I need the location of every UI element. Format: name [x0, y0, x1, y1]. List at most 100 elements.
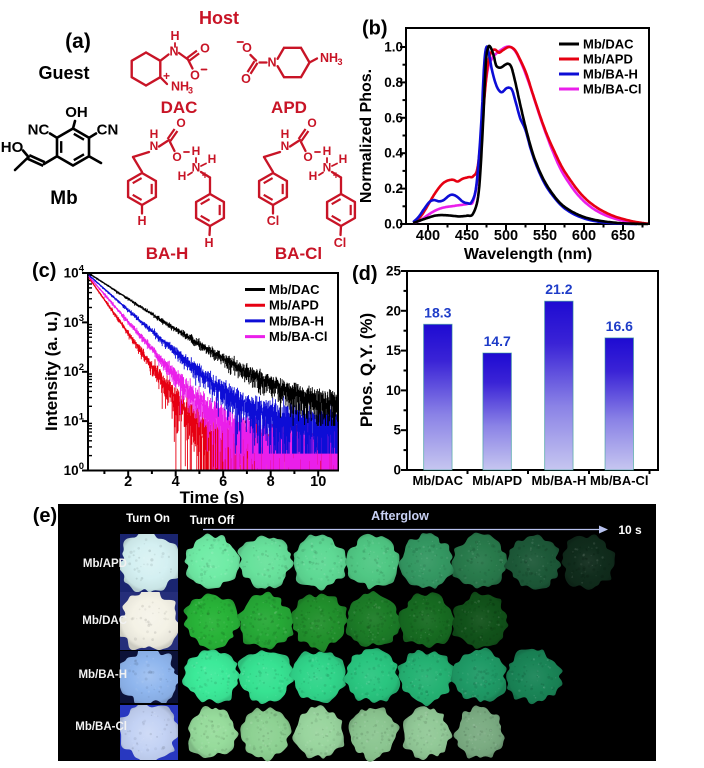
svg-text:Normalized Phos.: Normalized Phos.	[358, 69, 375, 203]
svg-text:Mb/DAC: Mb/DAC	[583, 37, 634, 52]
svg-text:600: 600	[572, 228, 596, 244]
svg-text:Mb/BA-Cl: Mb/BA-Cl	[269, 329, 328, 344]
svg-text:18.3: 18.3	[424, 304, 451, 320]
svg-text:Mb/BA-Cl: Mb/BA-Cl	[75, 721, 127, 733]
svg-text:H: H	[281, 127, 290, 141]
svg-text:Guest: Guest	[38, 63, 89, 83]
svg-text:16.6: 16.6	[606, 318, 633, 334]
svg-text:650: 650	[611, 228, 635, 244]
svg-text:550: 550	[533, 228, 557, 244]
svg-text:O: O	[176, 116, 185, 130]
svg-text:HO: HO	[1, 139, 24, 156]
svg-text:N: N	[192, 161, 201, 175]
svg-text:0.8: 0.8	[384, 75, 403, 90]
svg-text:Mb/APD: Mb/APD	[83, 558, 127, 570]
svg-text:DAC: DAC	[161, 98, 198, 117]
svg-text:21.2: 21.2	[545, 281, 572, 297]
svg-text:6: 6	[219, 474, 227, 490]
svg-text:(d): (d)	[352, 263, 378, 285]
svg-text:APD: APD	[271, 98, 307, 117]
svg-text:H: H	[204, 236, 213, 250]
svg-text:H: H	[339, 152, 348, 166]
svg-text:8: 8	[267, 474, 275, 490]
svg-text:H: H	[323, 144, 332, 158]
svg-text:N: N	[323, 161, 332, 175]
svg-text:Host: Host	[199, 8, 239, 28]
svg-text:(c): (c)	[32, 260, 56, 282]
svg-text:O: O	[307, 116, 316, 130]
svg-text:Mb/BA-H: Mb/BA-H	[583, 67, 638, 82]
svg-text:Afterglow: Afterglow	[371, 509, 429, 523]
svg-text:Mb/APD: Mb/APD	[472, 473, 522, 488]
svg-text:H: H	[208, 152, 217, 166]
svg-text:O: O	[303, 150, 312, 164]
svg-text:NC: NC	[28, 122, 50, 139]
svg-text:NH: NH	[320, 51, 338, 65]
svg-text:Mb/BA-H: Mb/BA-H	[531, 473, 586, 488]
svg-text:400: 400	[416, 228, 440, 244]
svg-text:450: 450	[455, 228, 479, 244]
svg-text:H: H	[178, 169, 187, 183]
svg-text:5: 5	[393, 423, 401, 438]
svg-text:0: 0	[393, 463, 401, 478]
svg-text:20: 20	[386, 303, 401, 318]
svg-text:N: N	[150, 139, 159, 153]
svg-text:CN: CN	[97, 122, 119, 139]
svg-text:3: 3	[188, 86, 193, 96]
svg-text:+: +	[202, 170, 208, 182]
svg-text:O: O	[172, 150, 181, 164]
svg-text:H: H	[192, 144, 201, 158]
svg-text:(a): (a)	[65, 30, 91, 53]
svg-text:0.0: 0.0	[384, 217, 403, 232]
svg-text:Mb: Mb	[50, 188, 77, 209]
svg-text:1.0: 1.0	[384, 40, 403, 55]
svg-text:Mb/DAC: Mb/DAC	[269, 282, 320, 297]
svg-text:Phos. Q.Y. (%): Phos. Q.Y. (%)	[357, 313, 376, 427]
svg-text:Turn On: Turn On	[126, 513, 170, 525]
svg-text:0.2: 0.2	[384, 181, 403, 196]
svg-text:3: 3	[337, 57, 342, 67]
svg-text:Mb/APD: Mb/APD	[269, 298, 319, 313]
svg-text:Intensity (a. u.): Intensity (a. u.)	[42, 311, 61, 431]
svg-text:+: +	[333, 170, 339, 182]
svg-text:(e): (e)	[33, 505, 57, 527]
svg-text:Time (s): Time (s)	[180, 488, 245, 507]
svg-text:Cl: Cl	[267, 214, 280, 228]
svg-text:15: 15	[386, 343, 402, 358]
svg-text:BA-H: BA-H	[146, 244, 189, 263]
svg-text:Mb/BA-Cl: Mb/BA-Cl	[583, 82, 642, 97]
svg-text:Mb/BA-H: Mb/BA-H	[269, 313, 324, 328]
svg-text:10 s: 10 s	[618, 523, 642, 537]
svg-text:H: H	[170, 29, 179, 43]
svg-text:Mb/DAC: Mb/DAC	[82, 615, 127, 627]
svg-text:+: +	[163, 69, 170, 83]
svg-text:O: O	[190, 69, 200, 83]
svg-text:10: 10	[386, 383, 401, 398]
svg-text:H: H	[309, 169, 318, 183]
svg-text:O: O	[200, 42, 210, 56]
svg-text:0.4: 0.4	[384, 146, 403, 161]
svg-text:Mb/BA-H: Mb/BA-H	[78, 669, 127, 681]
svg-text:Mb/APD: Mb/APD	[583, 52, 633, 67]
svg-text:N: N	[281, 139, 290, 153]
svg-text:500: 500	[494, 228, 518, 244]
svg-text:NH: NH	[171, 80, 189, 94]
svg-text:(b): (b)	[362, 18, 388, 40]
svg-text:Mb/BA-Cl: Mb/BA-Cl	[590, 473, 649, 488]
svg-text:H: H	[150, 127, 159, 141]
svg-text:Wavelength (nm): Wavelength (nm)	[464, 246, 592, 263]
svg-text:N: N	[267, 56, 276, 70]
svg-text:OH: OH	[65, 104, 88, 121]
svg-text:Cl: Cl	[334, 236, 347, 250]
svg-text:H: H	[137, 214, 146, 228]
svg-text:25: 25	[386, 264, 402, 279]
svg-text:Mb/DAC: Mb/DAC	[413, 473, 464, 488]
svg-text:4: 4	[172, 474, 180, 490]
svg-text:Turn Off: Turn Off	[190, 515, 235, 527]
svg-text:BA-Cl: BA-Cl	[275, 244, 322, 263]
svg-text:O: O	[241, 72, 251, 86]
svg-text:10: 10	[310, 474, 326, 490]
svg-text:14.7: 14.7	[484, 333, 511, 349]
svg-text:N: N	[169, 45, 178, 59]
svg-text:0.6: 0.6	[384, 110, 403, 125]
